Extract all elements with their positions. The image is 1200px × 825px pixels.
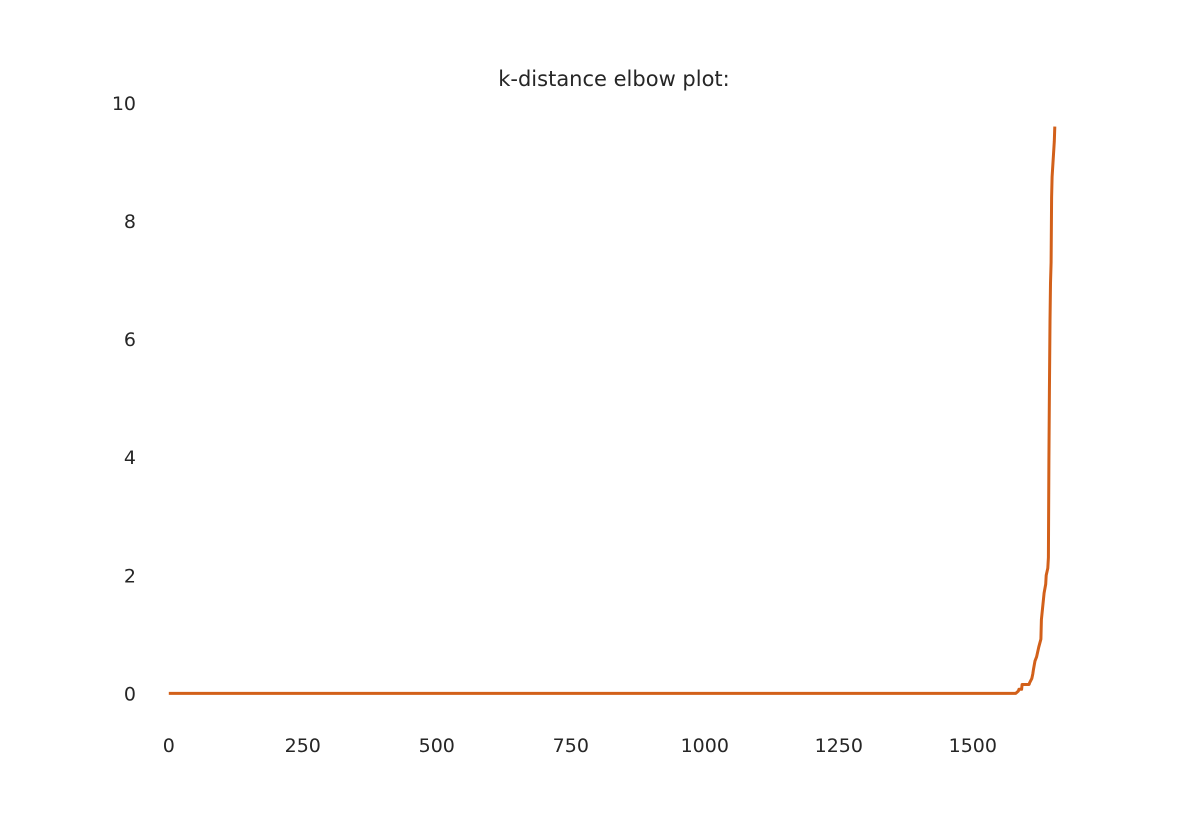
y-axis-tick-labels: 0 2 4 6 8 10 (112, 93, 136, 705)
y-tick-label: 0 (124, 683, 136, 705)
k-distance-line (168, 126, 1057, 695)
x-tick-label: 1000 (681, 735, 729, 757)
x-tick-label: 750 (553, 735, 589, 757)
x-tick-label: 1250 (815, 735, 863, 757)
series-layer (168, 126, 1057, 695)
chart-title: k-distance elbow plot: (498, 67, 730, 91)
y-tick-label: 4 (124, 447, 136, 469)
y-tick-label: 10 (112, 93, 136, 115)
x-tick-label: 1500 (949, 735, 997, 757)
x-axis-tick-labels: 0 250 500 750 1000 1250 1500 (163, 735, 997, 757)
y-tick-label: 2 (124, 565, 136, 587)
x-tick-label: 0 (163, 735, 175, 757)
x-tick-label: 500 (419, 735, 455, 757)
y-tick-label: 8 (124, 211, 136, 233)
y-tick-label: 6 (124, 329, 136, 351)
x-tick-label: 250 (285, 735, 321, 757)
